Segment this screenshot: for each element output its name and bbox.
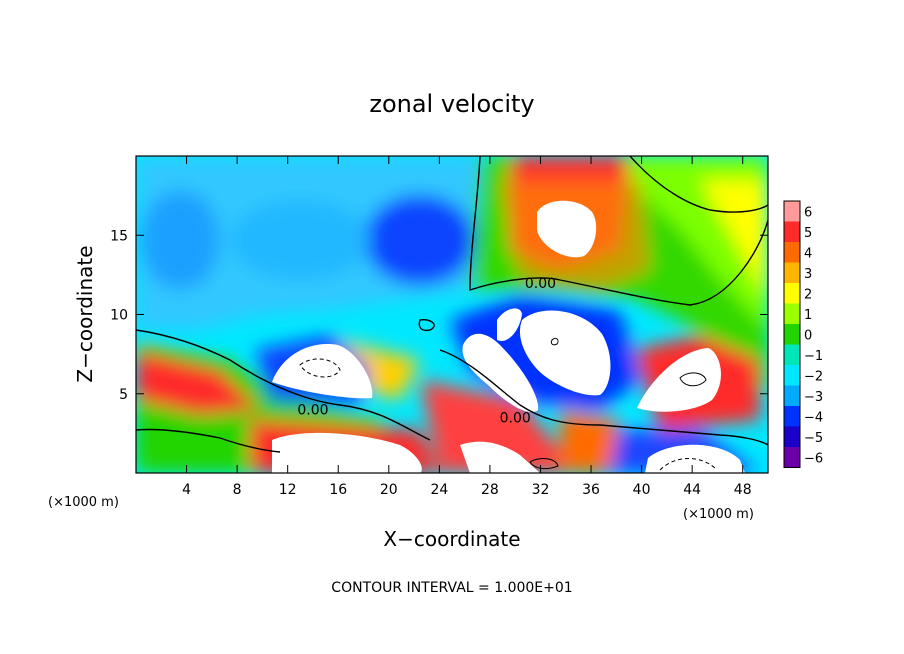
x-tick-label: 40 [633, 482, 651, 498]
colorbar-label: 1 [804, 308, 812, 323]
x-tick-label: 16 [329, 482, 347, 498]
contour-label: 0.00 [525, 276, 556, 292]
colorbar-swatch [784, 426, 800, 447]
contour-label: 0.00 [500, 411, 531, 427]
x-tick-label: 36 [582, 482, 600, 498]
colorbar: 6 5 4 3 2 1 0 −1 −2 −3 −4 −5 −6 [783, 200, 823, 468]
y-axis-label: Z−coordinate [73, 245, 97, 382]
colorbar-swatch [784, 242, 800, 263]
velocity-field [136, 156, 768, 473]
colorbar-label: −6 [804, 451, 823, 466]
colorbar-swatch [784, 365, 800, 386]
y-axis: 5 10 15 [110, 228, 768, 403]
colorbar-swatch [784, 344, 800, 365]
x-unit-right-label: (×1000 m) [683, 507, 754, 522]
x-tick-label: 32 [532, 482, 550, 498]
colorbar-label: −5 [804, 431, 823, 446]
x-tick-label: 8 [233, 482, 242, 498]
colorbar-label: 4 [804, 246, 812, 261]
y-tick-label: 5 [119, 387, 128, 403]
colorbar-frame [783, 200, 801, 468]
x-axis: 4 8 12 16 20 24 28 32 36 40 44 48 [182, 156, 752, 498]
colorbar-swatch [784, 283, 800, 304]
chart-title: zonal velocity [369, 90, 534, 118]
colorbar-swatch [784, 262, 800, 283]
x-unit-left-label: (×1000 m) [48, 495, 119, 510]
x-tick-label: 20 [380, 482, 398, 498]
x-tick-label: 28 [481, 482, 499, 498]
colorbar-swatch [784, 303, 800, 324]
colorbar-swatch [784, 447, 800, 468]
contour-labels: 0.00 0.00 0.00 [297, 276, 556, 427]
x-tick-label: 4 [182, 482, 191, 498]
x-tick-label: 48 [734, 482, 752, 498]
colorbar-label: 5 [804, 226, 812, 241]
colorbar-swatch [784, 385, 800, 406]
y-tick-label: 15 [110, 228, 128, 244]
colorbar-label: 2 [804, 287, 812, 302]
contour-label: 0.00 [297, 403, 328, 419]
contour-interval-note: CONTOUR INTERVAL = 1.000E+01 [331, 580, 572, 596]
colorbar-label: −4 [804, 410, 823, 425]
colorbar-label: −3 [804, 390, 823, 405]
colorbar-swatch [784, 201, 800, 222]
x-tick-label: 44 [683, 482, 701, 498]
x-tick-label: 12 [279, 482, 297, 498]
colorbar-swatch [784, 221, 800, 242]
colorbar-label: 3 [804, 267, 812, 282]
colorbar-label: 6 [804, 205, 812, 220]
x-axis-label: X−coordinate [383, 527, 520, 551]
y-tick-label: 10 [110, 308, 128, 324]
colorbar-swatch [784, 406, 800, 427]
colorbar-label: −1 [804, 349, 823, 364]
x-tick-label: 24 [430, 482, 448, 498]
colorbar-label: −2 [804, 369, 823, 384]
colorbar-label: 0 [804, 328, 812, 343]
colorbar-swatch [784, 324, 800, 345]
